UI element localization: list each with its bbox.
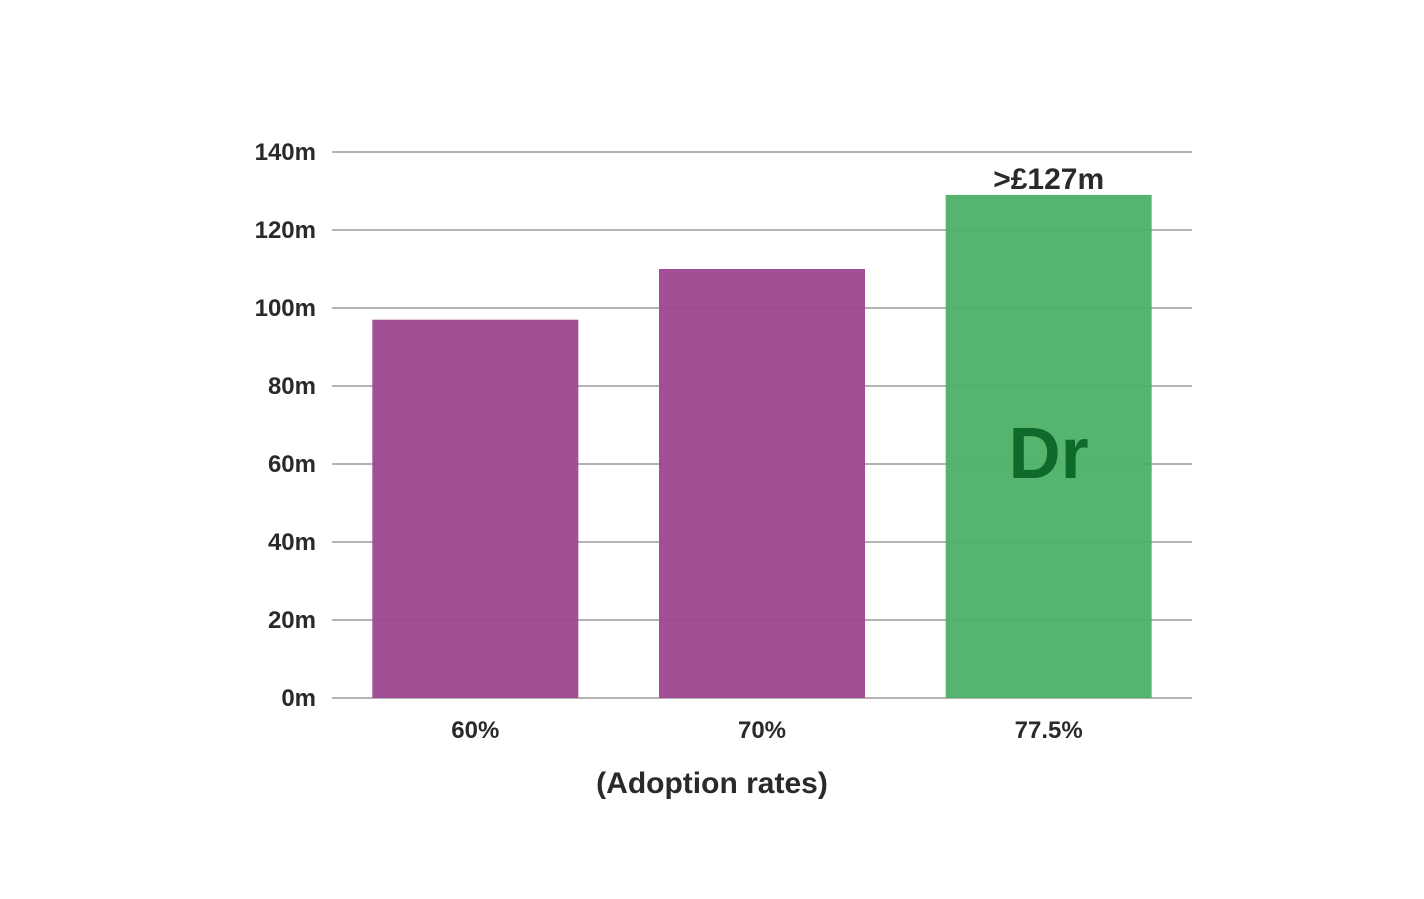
- y-tick-label: 0m: [281, 685, 316, 712]
- bar-value-label: >£127m: [993, 163, 1104, 196]
- y-tick-label: 20m: [268, 607, 316, 634]
- y-tick-label: 120m: [255, 217, 316, 244]
- x-axis-title: (Adoption rates): [596, 767, 828, 800]
- y-tick-label: 80m: [268, 373, 316, 400]
- x-category-label: 60%: [451, 717, 499, 744]
- bars: [372, 194, 1152, 698]
- x-axis-category-labels: 60% 70% 77.5%: [451, 717, 1082, 744]
- y-tick-label: 100m: [255, 295, 316, 322]
- bar-60-: [372, 319, 579, 698]
- y-tick-label: 40m: [268, 529, 316, 556]
- bar-70-: [659, 269, 865, 698]
- x-category-label: 77.5%: [1015, 717, 1083, 744]
- y-tick-label: 60m: [268, 451, 316, 478]
- y-axis-tick-labels: 0m 20m 40m 60m 80m 100m 120m 140m: [255, 139, 316, 712]
- bar-77-5-: [945, 194, 1152, 698]
- x-category-label: 70%: [738, 717, 786, 744]
- y-tick-label: 140m: [255, 139, 316, 166]
- brand-logo-text: Dr: [1009, 414, 1089, 494]
- annotations: >£127m Dr: [993, 163, 1104, 494]
